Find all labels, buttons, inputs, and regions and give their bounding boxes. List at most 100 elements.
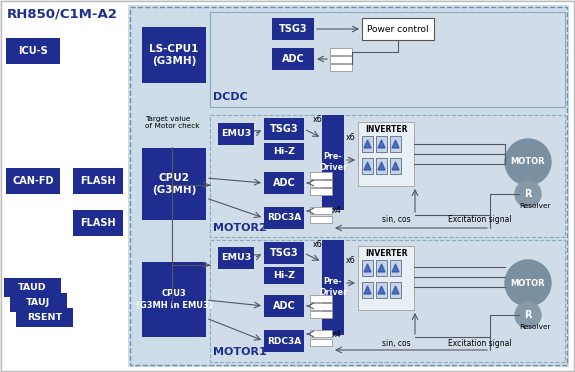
Bar [330,64,352,71]
Text: Excitation signal: Excitation signal [448,339,512,348]
Bar [376,282,387,298]
Bar [362,260,373,276]
Text: Resolver: Resolver [519,203,550,209]
Bar [330,48,352,55]
Bar [390,158,401,174]
Bar [310,188,332,195]
Bar [310,216,332,223]
Text: Pre-
Driver: Pre- Driver [319,277,347,297]
Text: Resolver: Resolver [519,324,550,330]
Text: CPU3
(G3MH in EMU3): CPU3 (G3MH in EMU3) [136,289,212,310]
Polygon shape [392,286,399,294]
Bar [4,278,61,297]
Circle shape [505,260,551,306]
Bar [358,246,414,310]
Bar [16,308,73,327]
Bar [264,267,304,284]
Bar [272,18,314,40]
Text: sin, cos: sin, cos [382,339,411,348]
Bar [210,115,565,237]
Bar [330,56,352,63]
Bar [264,118,304,140]
Bar [322,115,344,210]
Text: RDC3A: RDC3A [267,337,301,346]
Text: FLASH: FLASH [80,218,116,228]
Text: TAUD: TAUD [18,283,47,292]
Bar [310,180,332,187]
Bar [310,339,332,346]
Bar [218,247,254,269]
Bar [142,262,206,337]
Circle shape [505,139,551,185]
Text: x6: x6 [346,133,356,142]
Text: INVERTER: INVERTER [365,125,407,135]
Text: Target value
of Motor check: Target value of Motor check [145,115,200,129]
Text: CPU2
(G3MH): CPU2 (G3MH) [152,173,196,195]
Text: CAN-FD: CAN-FD [12,176,53,186]
Text: TSG3: TSG3 [270,248,298,258]
Bar [264,330,304,352]
Text: RH850/C1M-A2: RH850/C1M-A2 [7,7,118,20]
Bar [6,168,60,194]
Bar [376,260,387,276]
Text: ADC: ADC [282,54,304,64]
Text: RDC3A: RDC3A [267,214,301,222]
Bar [264,242,304,264]
Bar [130,7,567,365]
Bar [210,12,565,107]
Text: sin, cos: sin, cos [382,215,411,224]
Bar [218,123,254,145]
Text: MOTOR: MOTOR [511,157,545,167]
Text: RSENT: RSENT [27,313,62,322]
Polygon shape [392,162,399,170]
Bar [322,240,344,335]
Bar [358,122,414,186]
Bar [310,303,332,310]
Bar [362,18,434,40]
Bar [390,260,401,276]
Polygon shape [392,140,399,148]
Bar [210,240,565,362]
Text: TSG3: TSG3 [279,24,307,34]
Bar [390,136,401,152]
Text: ICU-S: ICU-S [18,46,48,56]
Bar [362,136,373,152]
Bar [142,148,206,220]
Text: MOTOR2: MOTOR2 [213,223,267,233]
Text: TSG3: TSG3 [270,124,298,134]
Text: x6: x6 [346,256,356,265]
Text: EMU3: EMU3 [221,129,251,138]
Text: ADC: ADC [273,178,296,188]
Text: x4: x4 [332,206,342,215]
Bar [310,295,332,302]
Text: R: R [524,310,532,320]
Text: DCDC: DCDC [213,92,248,102]
Text: EMU3: EMU3 [221,253,251,263]
Bar [310,311,332,318]
Polygon shape [378,286,385,294]
Polygon shape [378,264,385,272]
Bar [310,207,332,214]
Text: x4: x4 [332,330,342,339]
Text: x6: x6 [313,240,323,249]
Bar [272,48,314,70]
Bar [264,172,304,194]
Polygon shape [364,286,371,294]
Bar [362,282,373,298]
Bar [264,295,304,317]
Text: TAUJ: TAUJ [26,298,51,307]
Text: INVERTER: INVERTER [365,250,407,259]
Bar [128,5,569,367]
Text: R: R [524,189,532,199]
Polygon shape [378,140,385,148]
Bar [264,143,304,160]
Text: MOTOR1: MOTOR1 [213,347,267,357]
Text: FLASH: FLASH [80,176,116,186]
Bar [310,172,332,179]
Polygon shape [364,140,371,148]
Polygon shape [364,162,371,170]
Text: x6: x6 [313,115,323,124]
Circle shape [515,181,541,207]
Bar [376,136,387,152]
Bar [73,168,123,194]
